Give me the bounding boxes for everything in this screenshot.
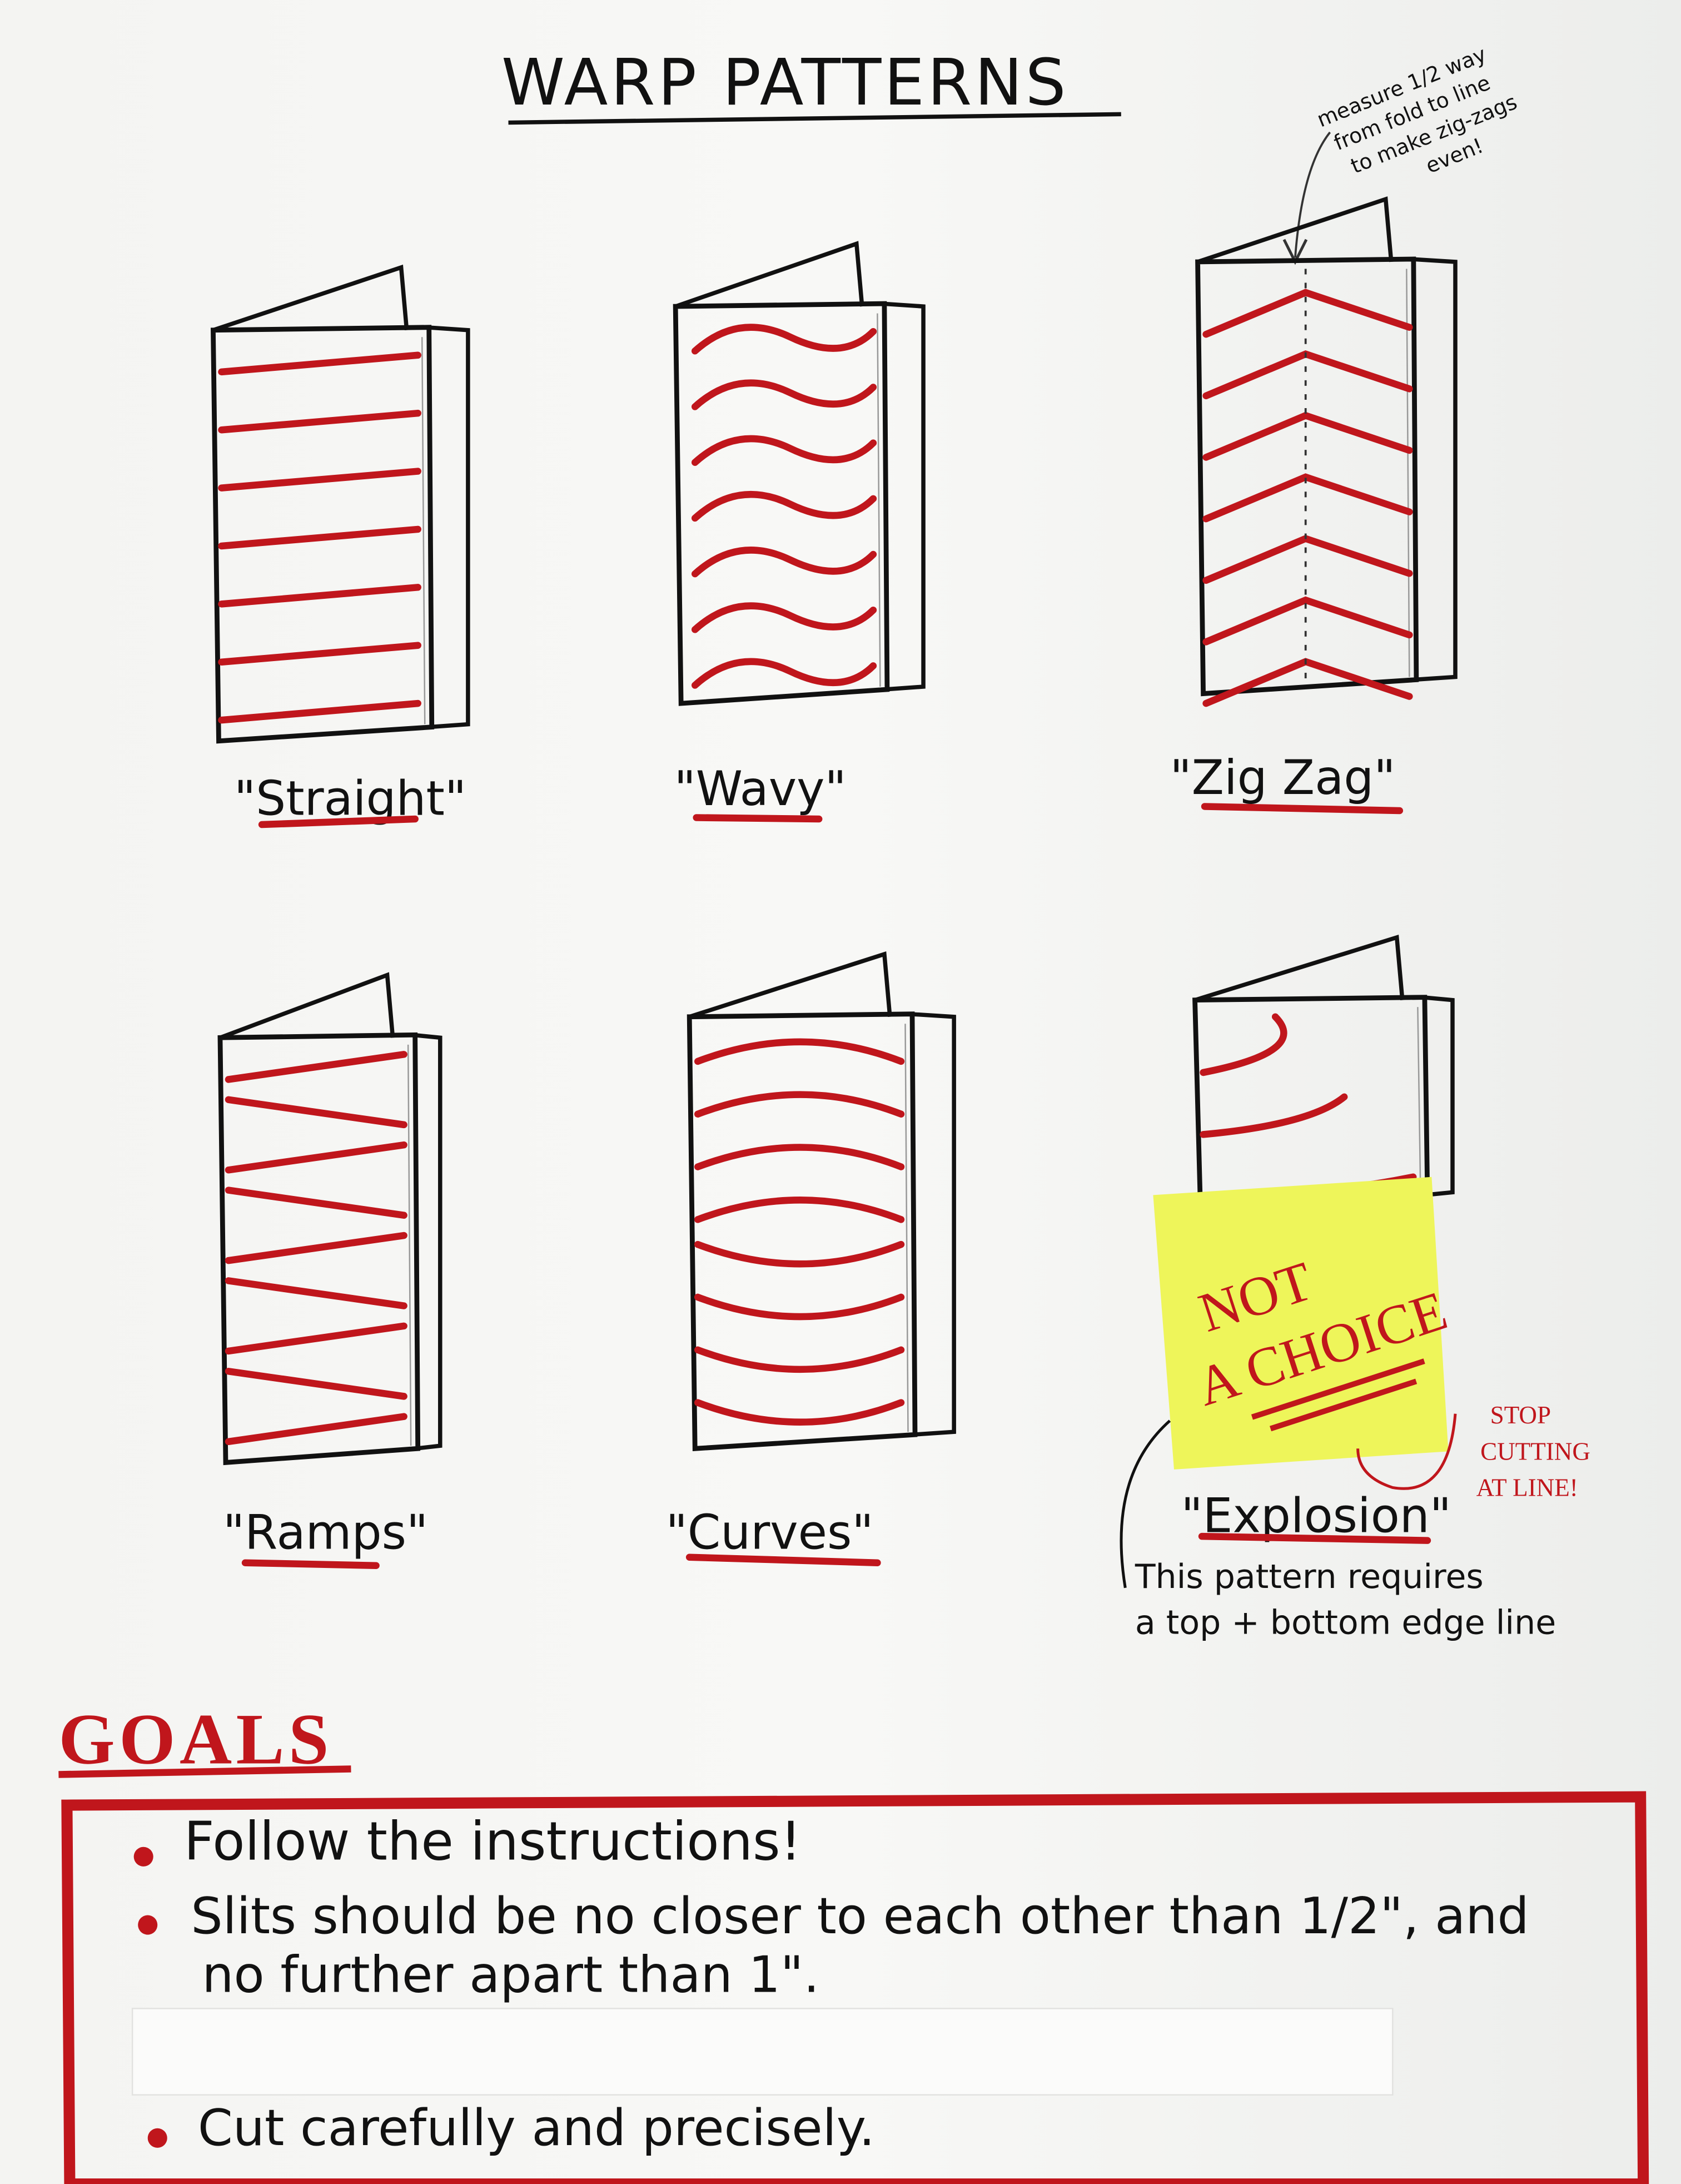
bullet-icon bbox=[133, 1847, 153, 1867]
slit-line-curves bbox=[694, 1240, 905, 1268]
slit-line-curves bbox=[694, 1197, 905, 1223]
slit-line-straight bbox=[218, 409, 421, 434]
slit-line-curves bbox=[694, 1144, 905, 1170]
sticky-note: NOT A CHOICE bbox=[1153, 1177, 1454, 1470]
slit-line-ramps bbox=[225, 1368, 407, 1400]
stop-note-line: STOP bbox=[1490, 1401, 1551, 1429]
slit-line-ramps bbox=[225, 1277, 407, 1309]
slit-line-wavy bbox=[691, 379, 877, 410]
goals-list: Follow the instructions! Slits should be… bbox=[133, 1811, 1529, 2157]
booklet-front-wavy bbox=[673, 301, 890, 706]
booklet-back-flap-ramps bbox=[219, 972, 395, 1040]
explosion-note-line: This pattern requires bbox=[1135, 1557, 1484, 1596]
booklet-back-sheet-straight bbox=[426, 325, 470, 729]
goals-box bbox=[61, 1791, 1649, 2184]
booklet-front-straight bbox=[211, 325, 435, 744]
slit-line-straight bbox=[218, 699, 421, 724]
slit-line-explosion bbox=[1200, 1093, 1348, 1138]
slit-line-curves bbox=[694, 1399, 905, 1426]
slit-line-curves bbox=[694, 1293, 905, 1321]
slit-line-wavy bbox=[691, 435, 877, 466]
booklet-back-sheet-zigzag bbox=[1410, 257, 1458, 682]
booklet-margin-line-wavy bbox=[877, 313, 881, 687]
pattern-label-curves: "Curves" bbox=[666, 1506, 874, 1561]
slit-line-zigzag bbox=[1202, 596, 1413, 646]
slit-line-straight bbox=[218, 525, 421, 550]
booklet-back-flap-explosion bbox=[1194, 934, 1405, 1002]
slit-line-curves bbox=[694, 1038, 905, 1065]
slit-line-explosion bbox=[1200, 1013, 1287, 1076]
slit-line-zigzag bbox=[1202, 350, 1413, 400]
booklet-back-flap-straight bbox=[212, 264, 409, 332]
slit-line-zigzag bbox=[1202, 411, 1413, 461]
slit-line-straight bbox=[218, 584, 421, 608]
label-underlines bbox=[241, 803, 1431, 1569]
poster-title: WARP PATTERNS bbox=[501, 46, 1069, 120]
slit-line-zigzag bbox=[1202, 534, 1413, 584]
stop-arrow bbox=[1356, 1413, 1457, 1490]
booklet-front-explosion bbox=[1192, 995, 1430, 1212]
booklet-margin-line-zigzag bbox=[1406, 269, 1410, 677]
goal-item: Cut carefully and precisely. bbox=[198, 2099, 875, 2157]
slit-line-wavy bbox=[691, 324, 877, 355]
annotation-arrow bbox=[1294, 131, 1331, 258]
slit-line-curves bbox=[694, 1091, 905, 1118]
title-underline bbox=[508, 112, 1121, 125]
slit-line-straight bbox=[218, 351, 421, 376]
slit-line-ramps bbox=[225, 1413, 407, 1446]
slit-line-zigzag bbox=[1202, 289, 1413, 338]
booklet-back-sheet-explosion bbox=[1421, 995, 1455, 1198]
booklet-margin-line-straight bbox=[421, 337, 426, 724]
slit-line-ramps bbox=[225, 1187, 407, 1219]
bullet-icon bbox=[147, 2128, 167, 2148]
booklet-front-zigzag bbox=[1195, 256, 1419, 697]
slit-line-ramps bbox=[225, 1096, 407, 1129]
slit-line-ramps bbox=[225, 1322, 407, 1355]
stop-note-line: AT LINE! bbox=[1476, 1473, 1578, 1501]
explosion-note-line: a top + bottom edge line bbox=[1135, 1603, 1556, 1642]
zigzag-annotation: measure 1/2 way from fold to line to mak… bbox=[1314, 42, 1520, 178]
slit-line-ramps bbox=[225, 1141, 407, 1174]
booklet-back-flap-wavy bbox=[674, 241, 864, 309]
booklet-front-ramps bbox=[217, 1032, 421, 1466]
stop-note-line: CUTTING bbox=[1480, 1437, 1590, 1465]
pattern-label-wavy: "Wavy" bbox=[674, 762, 847, 817]
slit-line-ramps bbox=[225, 1232, 407, 1264]
booklet-back-sheet-ramps bbox=[412, 1033, 442, 1451]
explosion-note-arrow bbox=[1120, 1419, 1171, 1589]
slit-line-wavy bbox=[691, 602, 877, 633]
slit-line-wavy bbox=[691, 490, 877, 522]
slit-line-straight bbox=[218, 642, 421, 666]
goal-item-continued: no further apart than 1". bbox=[202, 1945, 819, 2004]
pattern-label-ramps: "Ramps" bbox=[223, 1506, 428, 1561]
pattern-label-straight: "Straight" bbox=[234, 771, 466, 826]
goals-heading: GOALS bbox=[58, 1699, 333, 1779]
bullet-icon bbox=[138, 1915, 158, 1935]
booklet-back-flap-curves bbox=[689, 951, 892, 1019]
slit-line-wavy bbox=[691, 658, 877, 689]
booklet-margin-line-ramps bbox=[407, 1044, 412, 1446]
slit-line-straight bbox=[218, 468, 421, 492]
pattern-label-zigzag: "Zig Zag" bbox=[1170, 751, 1395, 806]
booklet-margin-line-curves bbox=[904, 1024, 909, 1432]
booklet-margin-line-explosion bbox=[1417, 1007, 1421, 1193]
slit-line-curves bbox=[694, 1346, 905, 1373]
slit-line-wavy bbox=[691, 547, 877, 578]
booklet-back-flap-zigzag bbox=[1197, 196, 1394, 264]
goal-item: Slits should be no closer to each other … bbox=[191, 1887, 1529, 1945]
booklet-back-sheet-wavy bbox=[881, 301, 926, 692]
goal-item: Follow the instructions! bbox=[184, 1811, 802, 1872]
slit-line-ramps bbox=[225, 1051, 407, 1083]
booklet-back-sheet-curves bbox=[909, 1011, 956, 1437]
slit-line-zigzag bbox=[1202, 473, 1413, 523]
tape-strip bbox=[131, 2008, 1394, 2096]
booklet-front-curves bbox=[687, 1011, 918, 1451]
